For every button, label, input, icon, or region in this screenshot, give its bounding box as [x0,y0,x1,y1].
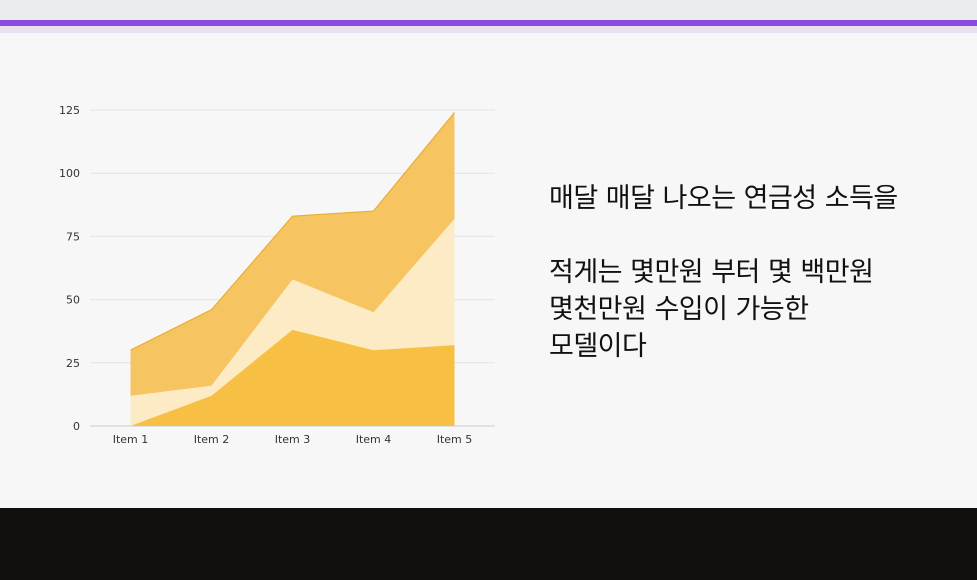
y-tick-label: 75 [66,230,80,243]
area-series-line-3 [130,112,455,351]
paragraph-gap [549,217,959,254]
x-tick-label: Item 1 [113,433,149,446]
dark-footer-bar [0,508,977,580]
y-tick-label: 125 [59,104,80,117]
area-series-1 [130,329,455,426]
body-line-3: 모델이다 [549,331,647,362]
body-line-1: 적게는 몇만원 부터 몇 백만원 [549,257,874,288]
slide-text-block: 매달 매달 나오는 연금성 소득을 적게는 몇만원 부터 몇 백만원 몇천만원 … [549,180,959,365]
headline-text: 매달 매달 나오는 연금성 소득을 [549,183,898,214]
y-tick-label: 50 [66,294,80,307]
browser-top-bar [0,0,977,20]
slide-area [0,33,977,508]
accent-bar [0,20,977,26]
y-tick-label: 100 [59,167,80,180]
area-series [130,112,455,427]
x-tick-label: Item 5 [437,433,473,446]
body-line-2: 몇천만원 수입이 가능한 [549,294,809,325]
x-tick-label: Item 3 [275,433,311,446]
area-series-2 [130,218,455,426]
x-tick-label: Item 4 [356,433,392,446]
y-tick-label: 25 [66,357,80,370]
y-tick-labels: 0 25 50 75 100 125 [59,104,80,433]
x-tick-label: Item 2 [194,433,230,446]
x-tick-labels: Item 1 Item 2 Item 3 Item 4 Item 5 [113,433,473,446]
accent-bar-shadow [0,26,977,33]
area-series-3 [130,112,455,396]
y-tick-label: 0 [73,420,80,433]
